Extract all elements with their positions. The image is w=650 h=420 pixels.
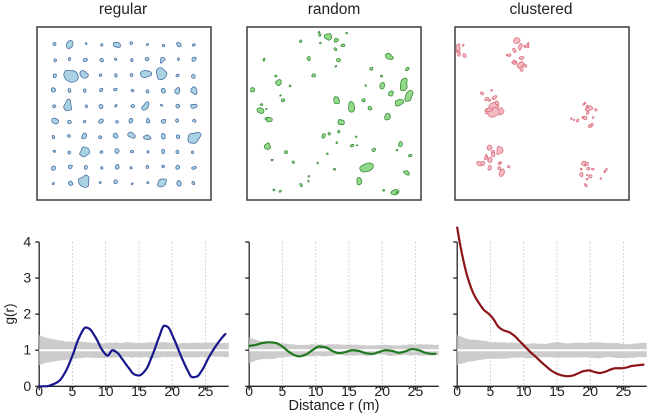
svg-text:3: 3 <box>23 270 31 286</box>
svg-text:20: 20 <box>374 383 390 399</box>
svg-text:g(r): g(r) <box>2 304 17 325</box>
svg-text:10: 10 <box>516 383 532 399</box>
svg-text:5: 5 <box>279 383 287 399</box>
svg-text:25: 25 <box>198 383 214 399</box>
svg-text:15: 15 <box>341 383 357 399</box>
svg-text:0: 0 <box>245 383 253 399</box>
svg-text:20: 20 <box>582 383 598 399</box>
svg-text:0: 0 <box>453 383 461 399</box>
svg-text:10: 10 <box>98 383 114 399</box>
svg-text:25: 25 <box>408 383 424 399</box>
svg-text:25: 25 <box>616 383 632 399</box>
svg-text:regular: regular <box>99 1 147 18</box>
svg-text:20: 20 <box>164 383 180 399</box>
svg-text:5: 5 <box>69 383 77 399</box>
svg-text:15: 15 <box>131 383 147 399</box>
svg-text:clustered: clustered <box>510 1 573 18</box>
svg-text:Distance r (m): Distance r (m) <box>288 398 379 414</box>
svg-text:5: 5 <box>487 383 495 399</box>
svg-text:10: 10 <box>308 383 324 399</box>
svg-text:0: 0 <box>23 378 31 394</box>
svg-text:15: 15 <box>549 383 565 399</box>
svg-text:random: random <box>308 1 361 18</box>
svg-text:2: 2 <box>23 306 31 322</box>
svg-text:4: 4 <box>23 234 31 250</box>
svg-text:1: 1 <box>23 342 31 358</box>
